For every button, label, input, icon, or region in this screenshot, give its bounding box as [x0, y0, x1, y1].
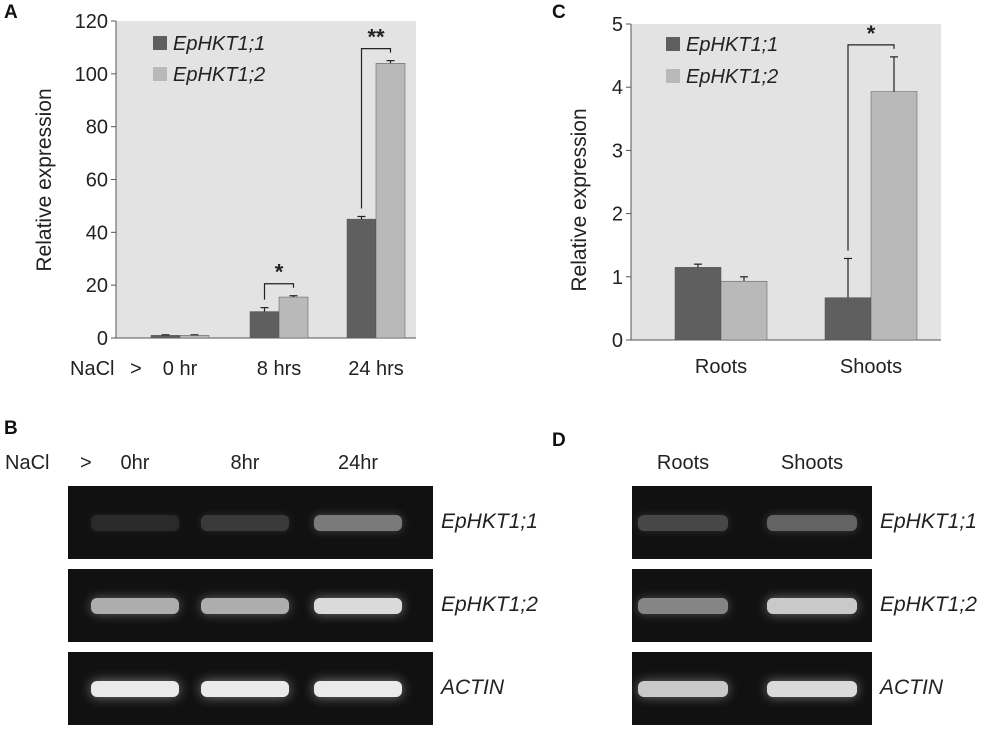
panel-letter-d: D	[552, 430, 566, 451]
bar	[824, 297, 872, 341]
gel-band	[91, 597, 179, 614]
legend-label-series2: EpHKT1;2	[686, 66, 778, 88]
legend-swatch-series1	[666, 37, 680, 51]
y-tick-label: 5	[612, 14, 623, 36]
gel-image	[68, 486, 433, 559]
y-tick-label: 0	[612, 330, 623, 352]
legend-swatch-series1	[153, 36, 167, 50]
gel-gene-label: ACTIN	[441, 675, 504, 699]
gel-band	[767, 597, 857, 614]
panel-letter-c: C	[552, 2, 566, 23]
gel-lane-label: 0hr	[120, 452, 150, 474]
legend: EpHKT1;1 EpHKT1;2	[666, 34, 778, 88]
x-tick-label: Roots	[695, 356, 747, 378]
y-tick-label: 4	[612, 77, 623, 99]
legend-swatch-series2	[666, 69, 680, 83]
gel-image	[632, 569, 872, 642]
gel-b-treatment-arrow: >	[80, 452, 92, 474]
y-axis-title: Relative expression	[568, 108, 591, 291]
legend-label-series1: EpHKT1;1	[173, 33, 265, 55]
chart-c: 0 1 2 3 4 5 * Roots Shoots Relative expression…	[568, 14, 941, 378]
bar	[278, 296, 309, 339]
bar	[150, 335, 181, 339]
gel-image	[68, 652, 433, 725]
gel-band	[638, 597, 728, 614]
bar	[674, 267, 722, 341]
gel-band	[201, 680, 289, 697]
gel-lane-label: 8hr	[230, 452, 260, 474]
significance-bracket	[847, 44, 895, 251]
y-tick-label: 0	[97, 328, 108, 350]
gel-lane-label: Shoots	[780, 452, 844, 474]
x-tick-label: 8 hrs	[257, 358, 301, 380]
bar	[346, 218, 377, 339]
gel-band	[314, 597, 402, 614]
significance-label: *	[867, 21, 876, 46]
y-tick-label: 40	[86, 222, 108, 244]
gel-image	[632, 486, 872, 559]
y-tick-label: 20	[86, 275, 108, 297]
legend-label-series1: EpHKT1;1	[686, 34, 778, 56]
gel-lane-label: 24hr	[337, 452, 379, 474]
gel-band	[201, 597, 289, 614]
gel-gene-label: EpHKT1;1	[441, 509, 538, 533]
gel-band	[314, 514, 402, 531]
legend-swatch-series2	[153, 67, 167, 81]
panel-letter-a: A	[4, 2, 18, 23]
bar	[249, 311, 280, 339]
gel-gene-label: EpHKT1;2	[441, 592, 538, 616]
y-tick-label: 80	[86, 117, 108, 139]
bar	[179, 335, 210, 339]
y-tick-label: 2	[612, 204, 623, 226]
legend-label-series2: EpHKT1;2	[173, 64, 265, 86]
x-tick-label: Shoots	[840, 356, 902, 378]
gel-band	[638, 680, 728, 697]
y-axis-title: Relative expression	[33, 88, 56, 271]
gel-lane-label: Roots	[656, 452, 710, 474]
y-tick-label: 3	[612, 140, 623, 162]
x-tick-label: 24 hrs	[348, 358, 404, 380]
y-tick-label: 1	[612, 267, 623, 289]
x-axis-prefix: NaCl	[70, 358, 114, 380]
gel-band	[638, 514, 728, 531]
gel-band	[314, 680, 402, 697]
y-tick-label: 60	[86, 170, 108, 192]
gel-image	[68, 569, 433, 642]
gel-band	[91, 514, 179, 531]
bar	[720, 280, 768, 341]
gel-band	[201, 514, 289, 531]
gel-band	[767, 514, 857, 531]
gel-gene-label: ACTIN	[880, 675, 943, 699]
legend: EpHKT1;1 EpHKT1;2	[153, 33, 265, 86]
panel-letter-b: B	[4, 418, 18, 439]
significance-bracket	[360, 48, 392, 209]
gel-gene-label: EpHKT1;1	[880, 509, 977, 533]
significance-label: **	[367, 25, 385, 50]
gel-b-treatment-label: NaCl	[5, 452, 50, 474]
gel-band	[767, 680, 857, 697]
y-tick-label: 100	[75, 64, 108, 86]
gel-image	[632, 652, 872, 725]
gel-band	[91, 680, 179, 697]
significance-bracket	[263, 283, 295, 300]
significance-label: *	[275, 260, 284, 285]
treatment-arrow: >	[130, 358, 142, 380]
bar	[870, 91, 918, 341]
bar	[375, 63, 406, 339]
y-tick-label: 120	[75, 11, 108, 33]
gel-gene-label: EpHKT1;2	[880, 592, 977, 616]
x-tick-label: 0 hr	[163, 358, 198, 380]
